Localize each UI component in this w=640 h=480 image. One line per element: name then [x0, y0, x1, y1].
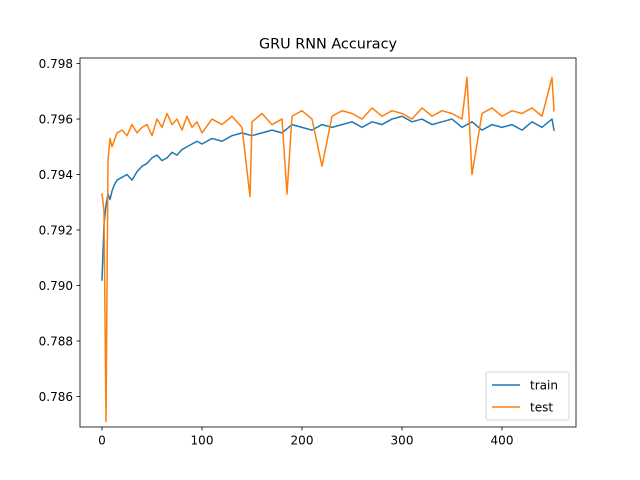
legend-train-label: train [530, 379, 558, 393]
y-tick-label: 0.796 [39, 112, 73, 126]
x-tick-label: 200 [291, 434, 314, 448]
x-tick-label: 300 [391, 434, 414, 448]
plot-lines [101, 76, 555, 423]
series-line-train [101, 115, 555, 281]
legend-test-label: test [530, 401, 553, 415]
y-tick-label: 0.798 [39, 57, 73, 71]
y-axis: 0.786 0.788 0.790 0.792 0.794 0.796 0.798 [39, 57, 80, 404]
y-tick-label: 0.792 [39, 223, 73, 237]
x-tick-label: 400 [491, 434, 514, 448]
y-tick-label: 0.788 [39, 334, 73, 348]
chart-title: GRU RNN Accuracy [259, 37, 398, 53]
x-axis: 0 100 200 300 400 [98, 427, 513, 448]
y-tick-label: 0.786 [39, 390, 73, 404]
x-tick-label: 0 [98, 434, 106, 448]
y-tick-label: 0.790 [39, 279, 73, 293]
series-line-test [101, 76, 555, 423]
x-tick-label: 100 [191, 434, 214, 448]
plot-frame [79, 57, 577, 428]
legend-box [485, 371, 570, 421]
legend: train test [485, 371, 570, 421]
y-tick-label: 0.794 [39, 168, 73, 182]
